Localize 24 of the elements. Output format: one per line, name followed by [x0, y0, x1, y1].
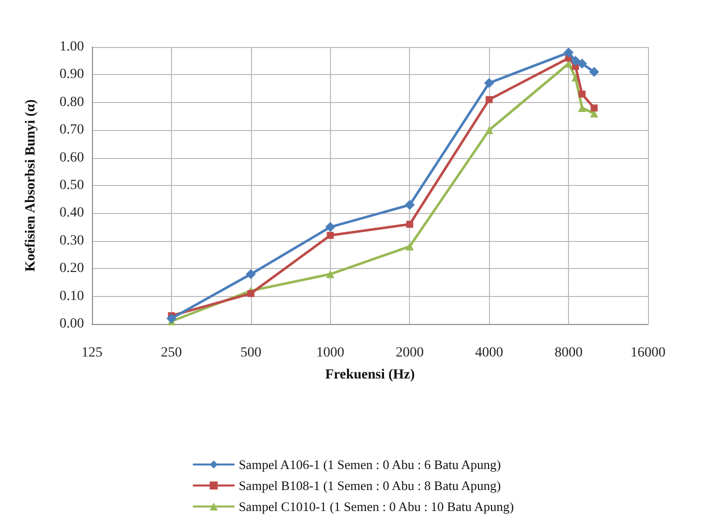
y-axis-title: Koefisien Absorbsi Bunyi (α)	[24, 98, 38, 272]
y-tick-label: 0.60	[60, 150, 84, 166]
y-tick-label: 0.30	[60, 233, 84, 248]
x-tick-label: 250	[160, 346, 182, 360]
y-tick-label: 0.90	[60, 67, 84, 82]
x-tick-label: 2000	[396, 346, 424, 360]
legend-label: Sampel B108-1 (1 Semen : 0 Abu : 8 Batu Apung)	[238, 478, 501, 493]
y-tick-label: 1.00	[60, 40, 84, 54]
x-tick-label: 4000	[475, 346, 504, 360]
y-tick-label: 0.40	[60, 206, 84, 221]
y-tick-label: 0.80	[60, 94, 84, 110]
y-tick-label: 0.10	[60, 288, 84, 304]
x-tick-label: 8000	[554, 346, 583, 360]
legend-label: Sampel A106-1 (1 Semen : 0 Abu : 6 Batu Apung)	[238, 457, 501, 472]
x-tick-label: 16000	[630, 346, 666, 360]
legend-label: Sampel C1010-1 (1 Semen : 0 Abu : 10 Batu Apung)	[238, 499, 514, 514]
y-tick-label: 0.50	[60, 178, 84, 193]
x-tick-label: 125	[82, 346, 102, 360]
y-tick-label: 0.70	[60, 122, 84, 138]
y-tick-label: 0.00	[60, 316, 84, 332]
y-tick-label: 0.20	[60, 261, 84, 276]
x-tick-label: 1000	[316, 346, 344, 360]
x-axis-title: Frekuensi (Hz)	[325, 368, 416, 382]
x-tick-label: 500	[240, 346, 262, 360]
